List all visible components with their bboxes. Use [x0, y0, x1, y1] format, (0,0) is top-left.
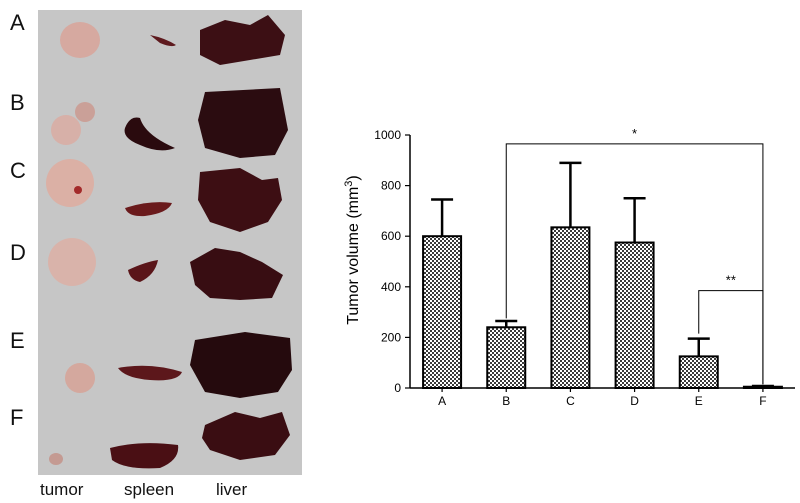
y-tick-label: 0	[394, 381, 401, 395]
significance-label-B-F: *	[632, 126, 637, 141]
bar-A	[422, 235, 463, 389]
x-tick-label-A: A	[438, 394, 446, 408]
column-label-tumor: tumor	[40, 480, 84, 499]
tumor-specimen-e	[65, 363, 95, 393]
row-label-d: D	[10, 240, 26, 265]
liver-specimen-f	[202, 412, 290, 460]
y-tick-label: 1000	[374, 128, 401, 142]
tumor-specimen-b1	[51, 115, 81, 145]
column-label-spleen: spleen	[124, 480, 175, 499]
row-label-c: C	[10, 158, 26, 183]
liver-specimen-c	[198, 168, 282, 232]
spleen-specimen-e	[118, 365, 182, 381]
x-tick-label-F: F	[759, 394, 766, 408]
y-tick-label: 200	[381, 330, 401, 344]
liver-specimen-d	[190, 248, 283, 300]
spleen-specimen-d	[128, 260, 158, 282]
row-label-b: B	[10, 90, 25, 115]
bar-C	[550, 226, 591, 389]
tumor-specimen-c	[46, 159, 94, 207]
y-tick-label: 600	[381, 229, 401, 243]
x-tick-label-C: C	[566, 394, 575, 408]
y-axis-label: Tumor volume (mm3)	[343, 175, 362, 325]
tumor-specimen-d	[48, 238, 96, 286]
x-tick-label-D: D	[630, 394, 639, 408]
spleen-specimen-c	[125, 202, 172, 217]
liver-specimen-a	[200, 15, 285, 65]
significance-bracket-B-F	[505, 143, 764, 385]
bar-E	[678, 355, 719, 389]
specimen-photo-drawing	[46, 15, 292, 469]
spleen-specimen-a	[150, 35, 176, 47]
specimen-photo-panel: A B C D E F tumor spleen liver	[0, 0, 310, 503]
y-tick-label: 800	[381, 179, 401, 193]
tumor-specimen-a	[60, 22, 100, 58]
y-tick-label: 400	[381, 280, 401, 294]
spleen-specimen-f	[110, 443, 179, 469]
x-tick-label-E: E	[695, 394, 703, 408]
bar-D	[614, 241, 655, 389]
row-label-a: A	[10, 10, 25, 35]
significance-label-E-F: **	[726, 273, 736, 288]
significance-bracket-E-F	[698, 290, 764, 385]
liver-specimen-e	[190, 332, 292, 398]
bar-chart-svg: Tumor volume (mm3) 0 200 400 600 800 1000 A B C D…	[343, 126, 795, 408]
tumor-volume-chart: Tumor volume (mm3) 0 200 400 600 800 1000 A B C D…	[330, 110, 800, 503]
row-label-e: E	[10, 328, 25, 353]
liver-specimen-b	[198, 88, 288, 158]
y-axis-label-group: Tumor volume (mm3)	[343, 175, 362, 325]
tumor-specimen-c-spot	[74, 186, 82, 194]
column-label-liver: liver	[216, 480, 248, 499]
bar-B	[486, 326, 527, 389]
spleen-specimen-b	[124, 117, 175, 151]
row-label-f: F	[10, 405, 24, 430]
tumor-specimen-f	[49, 453, 63, 465]
x-tick-label-B: B	[502, 394, 510, 408]
bar-F	[742, 385, 783, 389]
tumor-specimen-b2	[75, 102, 95, 122]
